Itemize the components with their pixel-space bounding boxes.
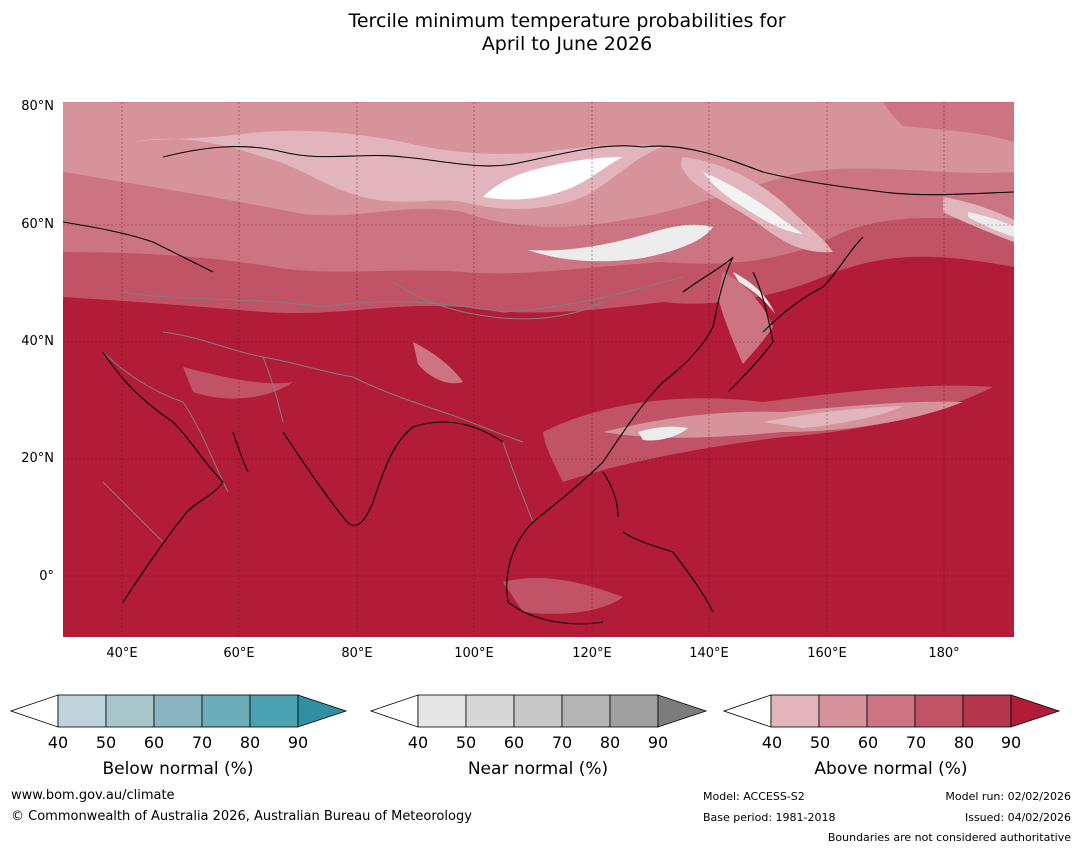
lat-label-80n: 80°N xyxy=(21,99,54,114)
near-tick-70: 70 xyxy=(551,733,573,752)
copyright-text: © Commonwealth of Australia 2026, Austra… xyxy=(11,809,472,824)
contour-band-60b xyxy=(413,342,463,384)
contour-band-40e xyxy=(638,426,688,441)
boundaries-disclaimer: Boundaries are not considered authoritat… xyxy=(827,831,1071,844)
model-run-date: Model run: 02/02/2026 xyxy=(945,790,1071,803)
model-name: Model: ACCESS-S2 xyxy=(703,790,805,803)
above-tick-80: 80 xyxy=(953,733,975,752)
above-tick-60: 60 xyxy=(857,733,879,752)
lat-label-20n: 20°N xyxy=(21,451,54,466)
lon-label-120e: 120°E xyxy=(572,646,612,661)
lon-label-60e: 60°E xyxy=(223,646,255,661)
above-tick-90: 90 xyxy=(1000,733,1022,752)
contour-band-40b xyxy=(528,224,713,262)
above-tick-50: 50 xyxy=(809,733,831,752)
lon-label-100e: 100°E xyxy=(454,646,494,661)
below-tick-40: 40 xyxy=(47,733,69,752)
above-tick-70: 70 xyxy=(905,733,927,752)
website-link[interactable]: www.bom.gov.au/climate xyxy=(11,788,175,803)
colorbar-segment xyxy=(465,694,515,728)
lat-label-60n: 60°N xyxy=(21,217,54,232)
below-normal-colorbar xyxy=(10,694,348,728)
colorbar-extend-high xyxy=(657,694,708,728)
above-normal-label: Above normal (%) xyxy=(814,759,968,779)
colorbar-segment xyxy=(866,694,916,728)
near-tick-60: 60 xyxy=(503,733,525,752)
graticule xyxy=(63,102,1014,637)
colorbar-extend-low xyxy=(370,694,419,728)
lon-label-140e: 140°E xyxy=(689,646,729,661)
near-tick-40: 40 xyxy=(407,733,429,752)
colorbar-extend-high xyxy=(1010,694,1061,728)
colorbar-segment xyxy=(914,694,964,728)
colorbar-extend-low xyxy=(10,694,59,728)
near-normal-label: Near normal (%) xyxy=(467,759,609,779)
above-normal-colorbar xyxy=(723,694,1061,728)
lon-label-40e: 40°E xyxy=(106,646,138,661)
title-line-2: April to June 2026 xyxy=(481,33,653,55)
contour-band-55d xyxy=(503,577,623,614)
contour-band-45e xyxy=(763,406,903,428)
colorbar-segment xyxy=(818,694,868,728)
lat-label-0: 0° xyxy=(39,569,54,584)
colorbar-segment xyxy=(609,694,659,728)
lon-label-80e: 80°E xyxy=(341,646,373,661)
below-tick-70: 70 xyxy=(191,733,213,752)
probability-map xyxy=(63,102,1014,637)
near-tick-80: 80 xyxy=(599,733,621,752)
colorbar-segment xyxy=(249,694,299,728)
coastlines xyxy=(63,145,1014,625)
below-tick-80: 80 xyxy=(239,733,261,752)
probability-contours xyxy=(63,102,1014,614)
below-tick-60: 60 xyxy=(143,733,165,752)
colorbar-segment xyxy=(153,694,203,728)
colorbar-segment xyxy=(417,694,467,728)
lat-label-40n: 40°N xyxy=(21,334,54,349)
country-boundaries xyxy=(102,276,684,543)
near-normal-colorbar xyxy=(370,694,708,728)
colorbar-segment xyxy=(962,694,1012,728)
colorbar-segment xyxy=(513,694,563,728)
contour-band-60c xyxy=(183,367,293,399)
lon-label-160e: 160°E xyxy=(807,646,847,661)
map-title: Tercile minimum temperature probabilitie… xyxy=(0,10,1081,56)
colorbar-segment xyxy=(770,694,820,728)
near-tick-90: 90 xyxy=(647,733,669,752)
colorbar-segment xyxy=(105,694,155,728)
contour-band-40 xyxy=(483,157,623,200)
above-tick-40: 40 xyxy=(761,733,783,752)
contour-band-40c xyxy=(703,172,803,234)
colorbar-segment xyxy=(561,694,611,728)
contour-band-40d xyxy=(968,212,1014,237)
contour-band-50b xyxy=(883,102,1014,142)
colorbar-segment xyxy=(201,694,251,728)
contour-band-55b xyxy=(718,272,773,364)
colorbar-segment xyxy=(57,694,107,728)
lon-label-180: 180° xyxy=(928,646,960,661)
title-line-1: Tercile minimum temperature probabilitie… xyxy=(348,10,786,32)
colorbar-extend-low xyxy=(723,694,772,728)
base-period: Base period: 1981-2018 xyxy=(703,811,836,824)
below-tick-90: 90 xyxy=(287,733,309,752)
below-tick-50: 50 xyxy=(95,733,117,752)
below-normal-label: Below normal (%) xyxy=(102,759,254,779)
colorbar-extend-high xyxy=(297,694,348,728)
issued-date: Issued: 04/02/2026 xyxy=(964,811,1071,824)
near-tick-50: 50 xyxy=(455,733,477,752)
contour-band-45d xyxy=(733,272,775,314)
